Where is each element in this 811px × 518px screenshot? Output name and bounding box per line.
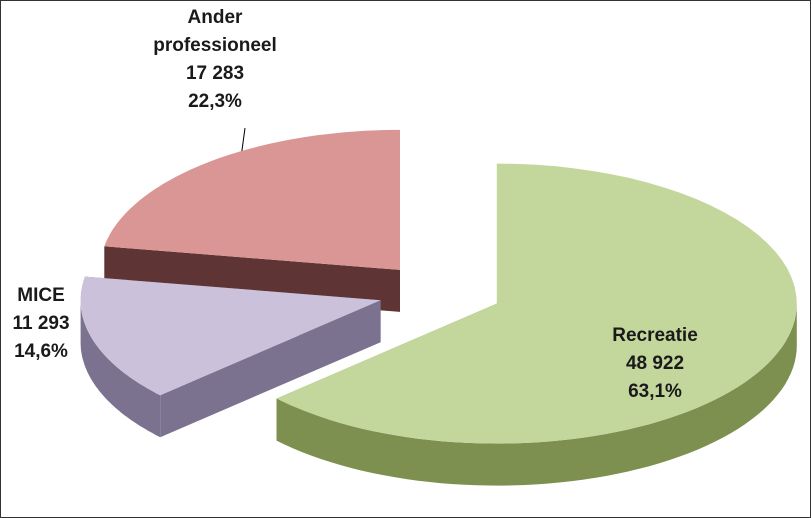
slice-rim — [80, 300, 161, 438]
slice-wall — [104, 246, 401, 312]
slice-name: Ander professioneel — [153, 7, 277, 56]
slice — [276, 163, 797, 444]
label-mice: MICE 11 293 14,6% — [0, 282, 82, 366]
slice-rim — [276, 303, 797, 486]
slice — [104, 129, 401, 270]
slice — [80, 276, 381, 396]
slice-name: Recreatie — [612, 325, 698, 346]
slice-percent: 22,3% — [188, 91, 242, 112]
slice-value: 17 283 — [185, 63, 245, 84]
slice-percent: 14,6% — [14, 341, 68, 362]
slice-percent: 63,1% — [628, 381, 682, 402]
slice-name: MICE — [17, 285, 65, 306]
label-recreatie: Recreatie 48 922 63,1% — [580, 322, 730, 406]
label-ander: Ander professioneel 17 283 22,3% — [140, 4, 290, 116]
slice-value: 11 293 — [12, 313, 70, 334]
slice-value: 48 922 — [625, 353, 685, 374]
